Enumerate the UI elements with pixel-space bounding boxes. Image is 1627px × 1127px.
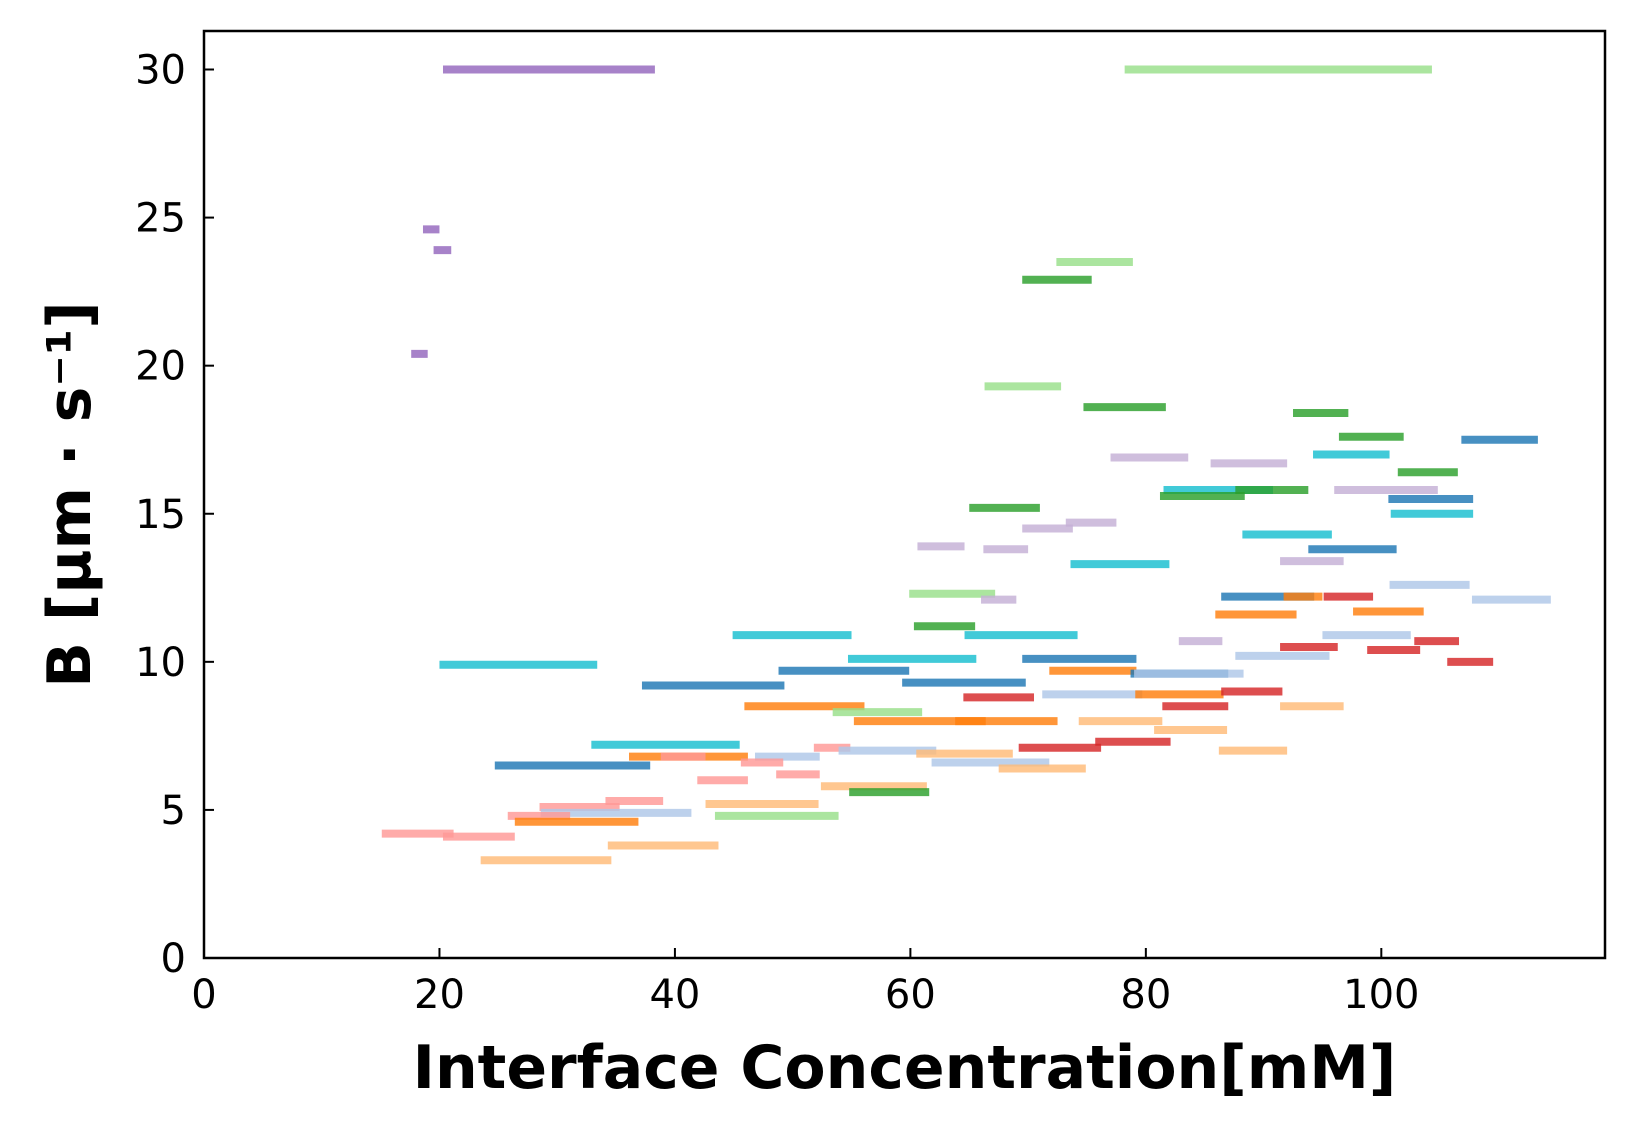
y-axis-ticks: 0 5 10 15 20 25 30 — [135, 48, 214, 982]
plot-frame — [202, 29, 1607, 960]
data-segments — [381, 65, 1551, 865]
x-axis-title: Interface Concentration[mM] — [413, 1033, 1397, 1103]
y-tick-label-3: 15 — [135, 492, 186, 538]
x-tick-label-5: 100 — [1343, 972, 1419, 1018]
x-tick-label-2: 40 — [649, 972, 700, 1018]
y-tick-label-6: 30 — [135, 48, 186, 94]
x-tick-label-1: 20 — [414, 972, 465, 1018]
y-tick-label-1: 5 — [161, 788, 186, 834]
y-tick-label-0: 0 — [161, 936, 186, 982]
y-tick-label-2: 10 — [135, 640, 186, 686]
x-tick-label-4: 80 — [1120, 972, 1171, 1018]
y-tick-label-5: 25 — [135, 196, 186, 242]
x-tick-label-0: 0 — [191, 972, 216, 1018]
y-tick-label-4: 20 — [135, 344, 186, 390]
x-tick-label-3: 60 — [885, 972, 936, 1018]
x-axis-ticks: 0 20 40 60 80 100 — [191, 948, 1419, 1018]
y-axis-title: B [µm · s⁻¹] — [35, 301, 105, 687]
